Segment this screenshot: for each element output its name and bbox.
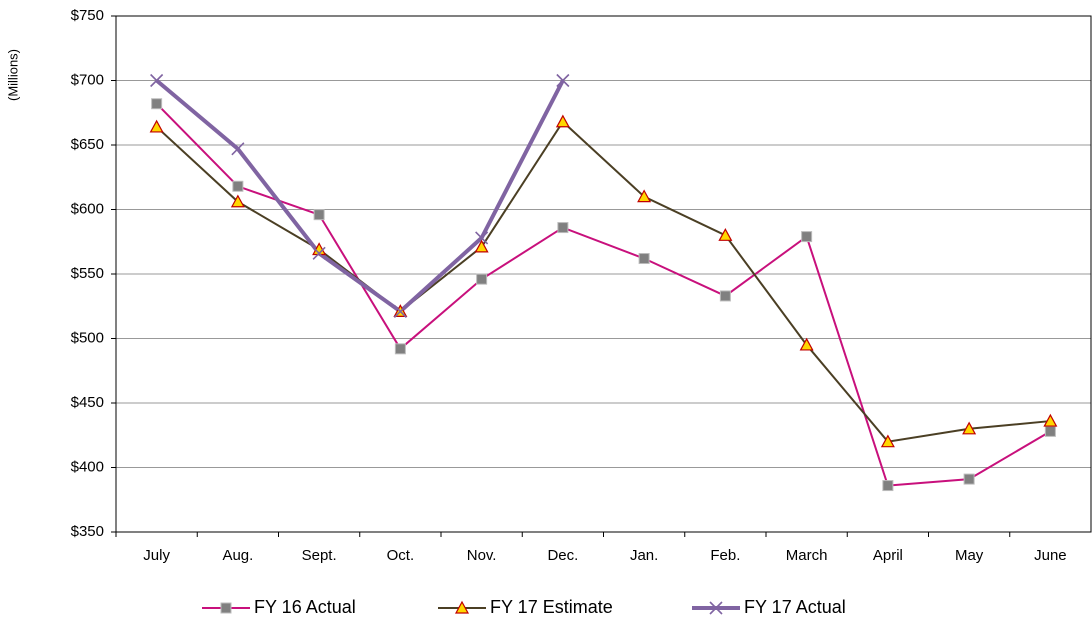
legend-marker <box>709 601 723 615</box>
marker <box>149 119 164 133</box>
marker <box>1043 413 1058 427</box>
x-tick-label: Oct. <box>387 547 415 564</box>
legend-marker <box>454 600 470 614</box>
marker <box>880 434 895 448</box>
marker <box>230 194 245 208</box>
marker <box>555 114 570 128</box>
marker <box>638 253 650 265</box>
legend-label: FY 16 Actual <box>254 597 356 617</box>
y-tick-label: $700 <box>71 71 104 88</box>
x-tick-label: Feb. <box>710 547 740 564</box>
legend-label: FY 17 Actual <box>744 597 846 617</box>
y-tick-label: $400 <box>71 458 104 475</box>
marker <box>1044 425 1056 437</box>
marker <box>799 337 814 351</box>
marker <box>151 98 163 110</box>
x-tick-label: May <box>955 547 984 564</box>
marker <box>882 480 894 492</box>
legend-marker <box>220 602 232 614</box>
marker <box>312 246 326 260</box>
y-tick-label: $500 <box>71 329 104 346</box>
marker <box>962 421 977 435</box>
legend-label: FY 17 Estimate <box>490 597 613 617</box>
y-tick-label: $750 <box>71 7 104 24</box>
y-axis-label: (Millions) <box>5 49 20 101</box>
y-tick-label: $650 <box>71 136 104 153</box>
marker <box>475 231 489 245</box>
marker <box>963 473 975 485</box>
y-tick-label: $350 <box>71 523 104 540</box>
x-tick-label: July <box>143 547 170 564</box>
marker <box>557 222 569 234</box>
x-tick-label: Nov. <box>467 547 497 564</box>
x-tick-label: Aug. <box>222 547 253 564</box>
x-tick-label: June <box>1034 547 1067 564</box>
marker <box>801 231 813 243</box>
marker <box>313 209 325 221</box>
x-tick-label: April <box>873 547 903 564</box>
series-line <box>155 120 1051 443</box>
series-line <box>155 78 565 314</box>
y-tick-label: $550 <box>71 265 104 282</box>
marker <box>556 73 570 88</box>
marker <box>476 273 488 285</box>
series-line <box>155 103 1051 487</box>
y-tick-label: $450 <box>71 394 104 411</box>
marker <box>393 304 407 318</box>
x-tick-label: Dec. <box>547 547 578 564</box>
marker <box>718 228 733 241</box>
x-tick-label: Jan. <box>630 547 658 564</box>
x-tick-label: Sept. <box>302 547 337 564</box>
marker <box>637 189 652 203</box>
x-tick-label: March <box>786 547 828 564</box>
marker <box>474 239 489 253</box>
marker <box>394 343 406 355</box>
marker <box>150 73 164 88</box>
marker <box>232 180 244 192</box>
marker <box>231 142 245 156</box>
marker <box>719 290 731 302</box>
y-tick-label: $600 <box>71 200 104 217</box>
